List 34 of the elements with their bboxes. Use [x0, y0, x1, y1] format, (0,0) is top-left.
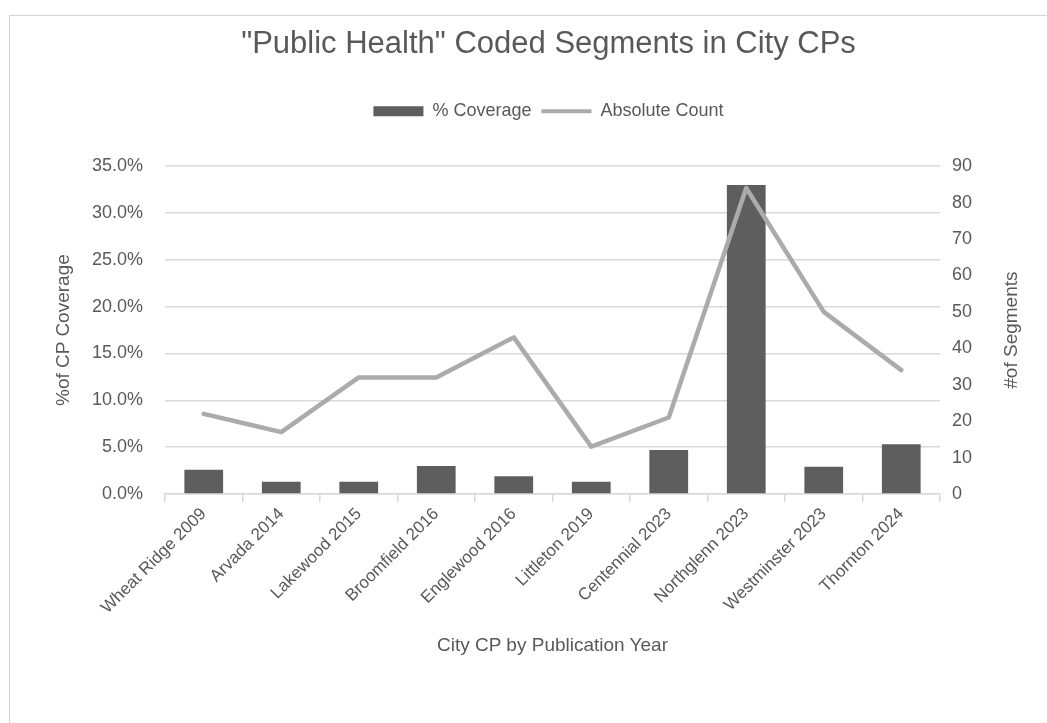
y2-tick-label: 10	[952, 446, 973, 467]
bar	[339, 481, 379, 494]
bar	[726, 184, 766, 494]
y-tick-label: 0.0%	[101, 482, 143, 503]
y2-tick-label: 0	[952, 482, 963, 503]
y2-tick-label: 40	[952, 337, 973, 358]
y-tick-label: 15.0%	[91, 342, 143, 363]
bar	[571, 481, 611, 494]
y2-tick-label: 30	[952, 373, 973, 394]
legend-label: Absolute Count	[600, 100, 724, 121]
chart-title: "Public Health" Coded Segments in City CPs	[241, 25, 856, 61]
y-tick-label: 20.0%	[91, 295, 143, 316]
y-tick-label: 5.0%	[101, 436, 143, 457]
bar	[881, 444, 921, 494]
y2-tick-label: 20	[952, 410, 973, 431]
bar	[184, 469, 224, 494]
bar	[649, 449, 689, 494]
y-tick-label: 25.0%	[91, 248, 143, 269]
y-tick-label: 30.0%	[91, 202, 143, 222]
y-tick-label: 10.0%	[91, 389, 143, 410]
y2-tick-label: 70	[952, 228, 973, 249]
bar	[804, 466, 844, 494]
y-axis-title: %of CP Coverage	[51, 254, 73, 406]
y2-tick-label: 90	[952, 155, 973, 176]
bar	[261, 481, 301, 494]
y2-axis-title: #of Segments	[1000, 271, 1022, 389]
legend-label: % Coverage	[432, 100, 532, 121]
y2-tick-label: 80	[952, 191, 973, 212]
x-axis-title: City CP by Publication Year	[437, 633, 669, 655]
bar	[494, 476, 534, 494]
bar	[416, 465, 456, 494]
y-tick-label: 35.0%	[91, 155, 143, 176]
y2-tick-label: 50	[952, 300, 973, 321]
y2-tick-label: 60	[952, 264, 973, 285]
